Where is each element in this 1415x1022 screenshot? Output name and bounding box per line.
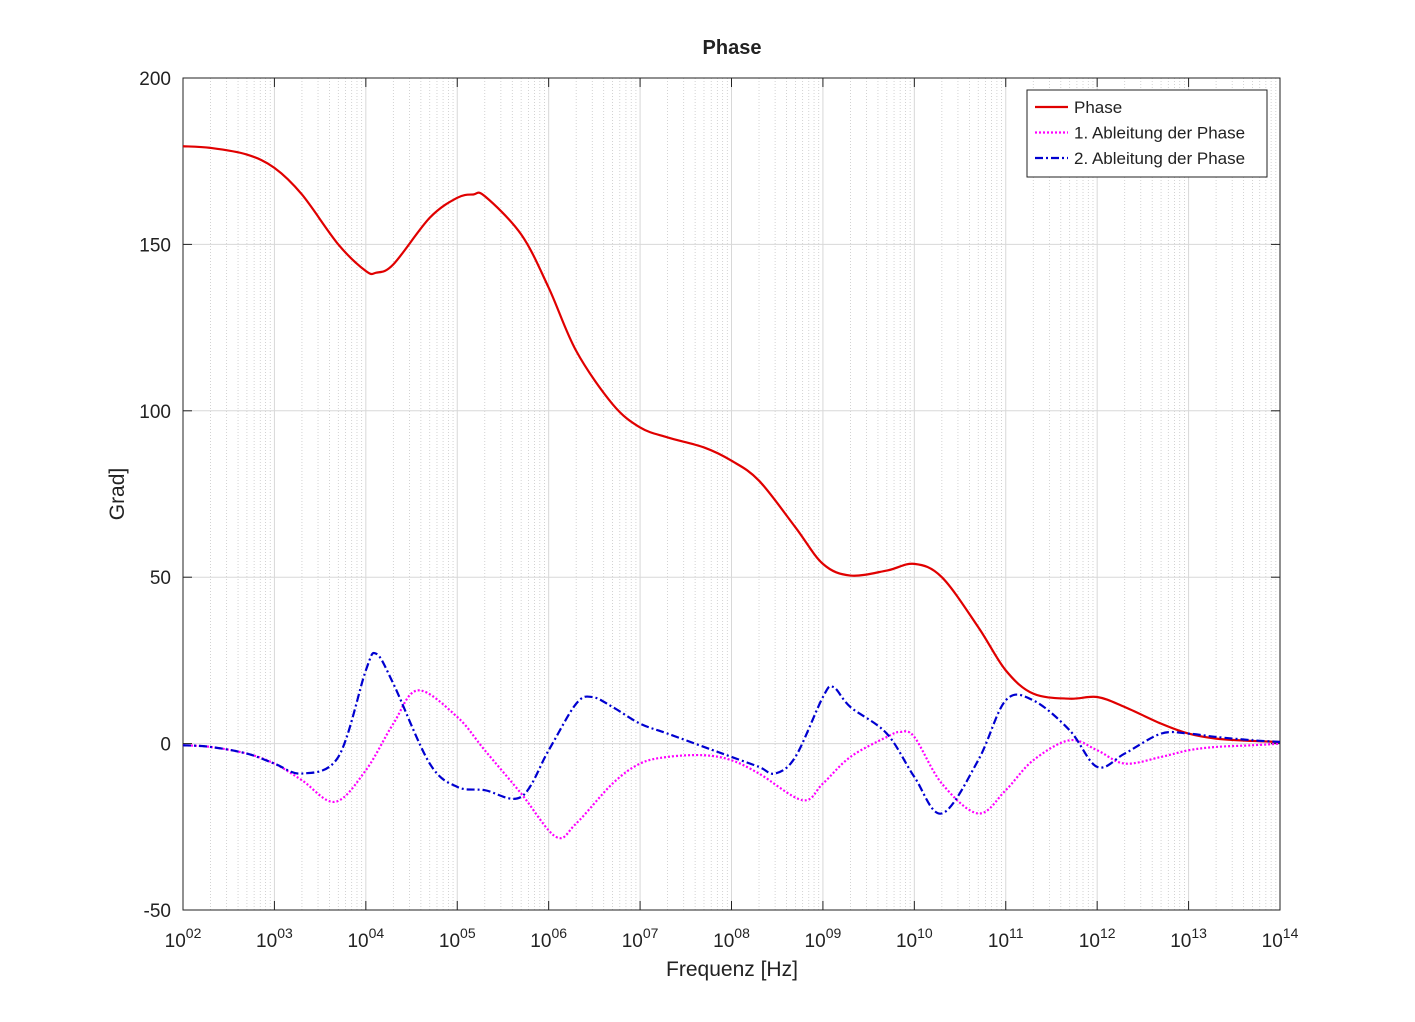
x-tick-label: 1010: [896, 925, 933, 952]
x-tick-label: 1004: [347, 925, 384, 952]
x-tick-label: 1013: [1170, 925, 1207, 952]
legend-label: 2. Ableitung der Phase: [1074, 149, 1245, 168]
y-tick-label: 0: [160, 735, 171, 756]
legend-label: 1. Ableitung der Phase: [1074, 124, 1245, 143]
x-tick-label: 1009: [805, 925, 842, 952]
x-tick-label: 1014: [1262, 925, 1299, 952]
y-tick-label: -50: [144, 901, 171, 922]
series-line: [183, 689, 1280, 840]
chart-title: Phase: [703, 37, 762, 59]
legend-label: Phase: [1074, 98, 1122, 117]
x-tick-label: 1003: [256, 925, 293, 952]
series-line: [183, 145, 1280, 744]
y-tick-label: 150: [139, 235, 171, 256]
series-line: [183, 651, 1280, 815]
x-axis-label: Frequenz [Hz]: [666, 958, 798, 981]
x-tick-label: 1008: [713, 925, 750, 952]
x-tick-label: 1002: [165, 925, 202, 952]
y-tick-label: 100: [139, 402, 171, 423]
x-tick-label: 1006: [530, 925, 567, 952]
x-tick-label: 1012: [1079, 925, 1116, 952]
y-axis-label: Grad]: [106, 468, 129, 521]
y-tick-label: 200: [139, 69, 171, 90]
plot-frame: [182, 77, 1281, 911]
x-tick-label: 1005: [439, 925, 476, 952]
y-tick-label: 50: [150, 568, 171, 589]
x-tick-label: 1007: [622, 925, 659, 952]
x-tick-label: 1011: [988, 925, 1024, 952]
